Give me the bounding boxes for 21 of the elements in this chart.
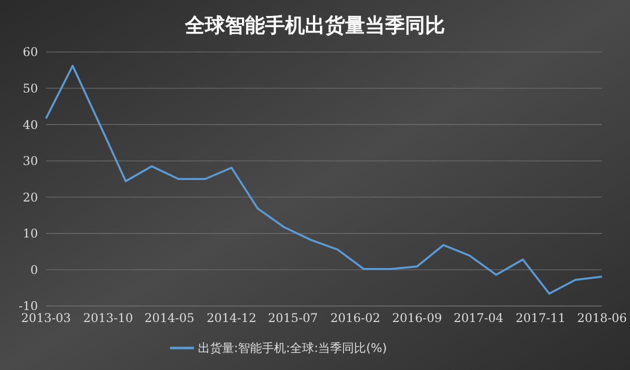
x-tick-label: 2014-05: [144, 311, 194, 325]
y-tick-label: 40: [22, 118, 38, 132]
y-tick-label: 60: [22, 45, 38, 60]
x-tick-label: 2017-11: [516, 311, 566, 325]
line-series: [45, 64, 603, 295]
y-tick-label: 20: [22, 190, 38, 204]
y-tick-label: 30: [22, 154, 38, 168]
x-tick-label: 2013-10: [83, 311, 133, 325]
x-tick-label: 2016-02: [330, 311, 380, 325]
legend-label: 出货量:智能手机:全球:当季同比(%): [198, 341, 387, 355]
chart-title: 全球智能手机出货量当季同比: [184, 13, 445, 37]
y-tick-label: 0: [30, 262, 38, 277]
x-tick-label: 2016-09: [392, 311, 442, 325]
y-tick-label: 50: [22, 81, 38, 96]
x-tick-label: 2018-06: [577, 311, 627, 325]
x-tick-label: 2015-07: [268, 311, 318, 325]
x-tick-label: 2013-03: [21, 311, 71, 325]
x-tick-label: 2017-04: [454, 311, 504, 325]
x-tick-label: 2014-12: [206, 311, 256, 325]
y-tick-label: -10: [18, 299, 38, 314]
y-tick-label: 10: [22, 226, 38, 241]
